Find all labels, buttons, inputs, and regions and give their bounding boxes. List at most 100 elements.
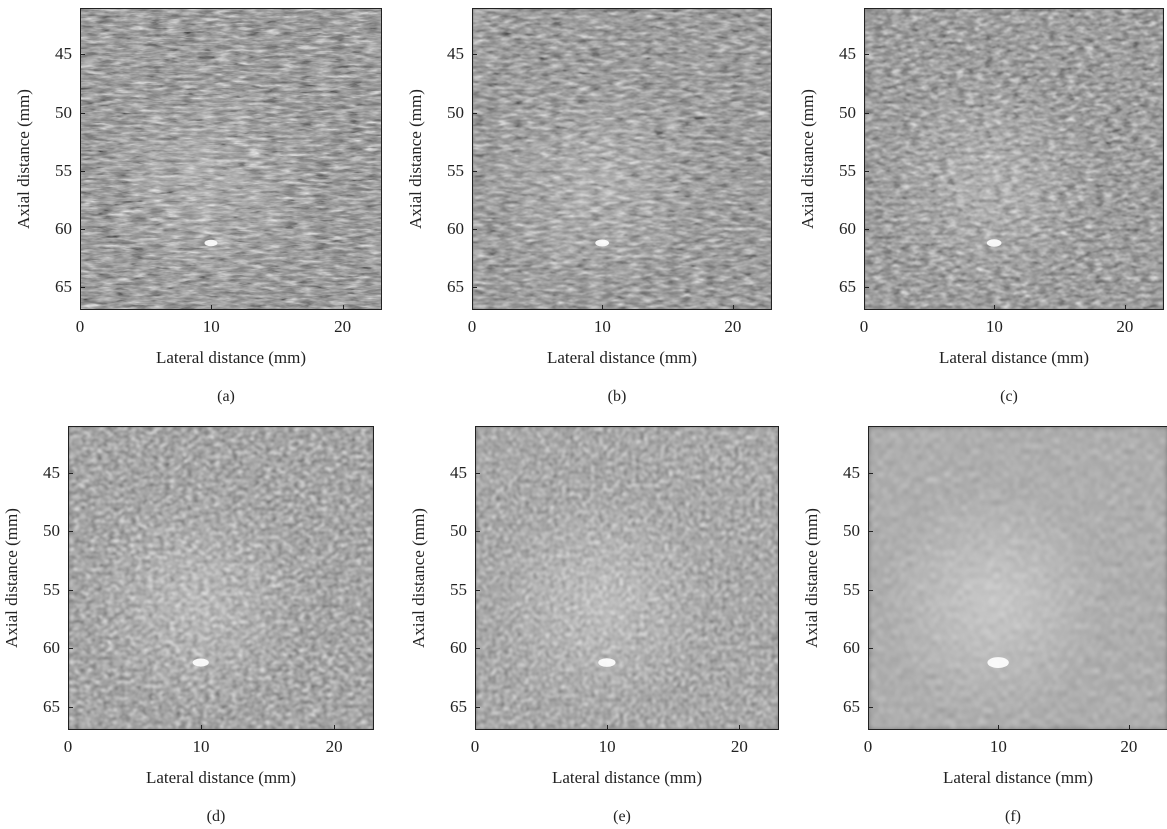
panel-caption-d: (d): [206, 808, 226, 825]
x-tick-mark: [475, 725, 476, 730]
y-tick-mark: [472, 286, 477, 288]
x-tick-mark: [1124, 305, 1126, 310]
y-tick-label: 45: [839, 44, 856, 64]
x-tick-label: 20: [724, 317, 742, 336]
x-tick-mark: [994, 305, 996, 310]
y-tick-mark: [80, 286, 85, 288]
y-tick-label: 45: [447, 44, 464, 64]
y-tick-mark: [864, 54, 869, 56]
x-tick-label: 0: [859, 317, 869, 336]
y-tick-mark: [68, 589, 73, 591]
y-tick-mark: [68, 531, 73, 533]
panel-caption-f: (f): [1005, 808, 1021, 825]
y-tick-mark: [80, 112, 85, 114]
y-tick-label: 45: [43, 462, 60, 482]
y-tick-mark: [868, 648, 873, 650]
y-tick-label: 50: [843, 521, 860, 541]
y-tick-label: 65: [843, 696, 860, 716]
x-axis-label: Lateral distance (mm): [551, 768, 703, 787]
panel-caption-b: (b): [607, 388, 627, 405]
y-tick-label: 65: [839, 276, 856, 296]
ultrasound-image-c: [864, 8, 1164, 310]
y-tick-mark: [864, 286, 869, 288]
x-tick-mark: [1128, 725, 1130, 730]
x-tick-label: 0: [470, 737, 480, 756]
x-tick-label: 0: [467, 317, 477, 336]
ultrasound-image-b: [472, 8, 772, 310]
panel-caption-c: (c): [1000, 388, 1018, 405]
x-tick-mark: [68, 725, 69, 730]
x-tick-label: 20: [1120, 737, 1138, 756]
x-tick-mark: [998, 725, 1000, 730]
y-tick-mark: [68, 472, 73, 474]
x-tick-label: 0: [63, 737, 73, 756]
x-tick-mark: [732, 305, 734, 310]
x-axis-label: Lateral distance (mm): [546, 348, 698, 367]
y-tick-mark: [68, 706, 73, 708]
y-tick-label: 55: [447, 160, 464, 180]
y-tick-label: 55: [843, 579, 860, 599]
y-tick-mark: [80, 228, 85, 230]
ultrasound-image-e: [475, 426, 779, 730]
x-axis-label: Lateral distance (mm): [145, 768, 297, 787]
y-tick-label: 60: [55, 218, 72, 238]
y-tick-label: 65: [43, 696, 60, 716]
y-tick-label: 45: [55, 44, 72, 64]
y-tick-label: 55: [43, 579, 60, 599]
y-tick-label: 65: [447, 276, 464, 296]
x-tick-label: 20: [1116, 317, 1134, 336]
y-tick-mark: [475, 648, 480, 650]
x-tick-mark: [739, 725, 741, 730]
y-tick-mark: [864, 228, 869, 230]
y-tick-label: 50: [450, 521, 467, 541]
y-tick-label: 45: [843, 462, 860, 482]
x-tick-label: 20: [334, 317, 352, 336]
panel-caption-a: (a): [217, 388, 235, 405]
y-tick-mark: [68, 648, 73, 650]
y-tick-mark: [864, 170, 869, 172]
x-tick-label: 10: [192, 737, 210, 756]
y-tick-mark: [80, 170, 85, 172]
x-tick-label: 10: [202, 317, 220, 336]
ultrasound-image-a: [80, 8, 382, 310]
x-tick-label: 0: [863, 737, 873, 756]
y-tick-label: 60: [447, 218, 464, 238]
y-tick-mark: [472, 54, 477, 56]
y-tick-label: 60: [843, 638, 860, 658]
y-axis-label: Axial distance (mm): [406, 89, 425, 229]
y-tick-label: 50: [55, 102, 72, 122]
x-tick-label: 10: [985, 317, 1003, 336]
y-tick-label: 65: [450, 696, 467, 716]
x-tick-mark: [334, 725, 336, 730]
x-tick-label: 20: [730, 737, 748, 756]
x-tick-mark: [602, 305, 604, 310]
y-tick-label: 45: [450, 462, 467, 482]
y-tick-label: 60: [43, 638, 60, 658]
x-tick-label: 10: [989, 737, 1007, 756]
y-tick-mark: [475, 531, 480, 533]
x-tick-mark: [211, 305, 213, 310]
y-axis-label: Axial distance (mm): [409, 508, 428, 648]
x-tick-mark: [80, 305, 81, 310]
y-axis-label: Axial distance (mm): [798, 89, 817, 229]
y-tick-mark: [472, 228, 477, 230]
ultrasound-image-d: [68, 426, 374, 730]
y-tick-mark: [868, 472, 873, 474]
y-tick-mark: [475, 472, 480, 474]
x-tick-mark: [864, 305, 865, 310]
y-tick-mark: [472, 112, 477, 114]
y-tick-label: 60: [839, 218, 856, 238]
x-tick-mark: [868, 725, 869, 730]
y-tick-mark: [475, 706, 480, 708]
panel-caption-e: (e): [613, 808, 631, 825]
y-tick-mark: [475, 589, 480, 591]
x-tick-mark: [342, 305, 344, 310]
y-tick-mark: [868, 706, 873, 708]
y-axis-label: Axial distance (mm): [802, 508, 821, 648]
y-tick-label: 50: [839, 102, 856, 122]
x-tick-label: 20: [325, 737, 343, 756]
y-tick-mark: [868, 531, 873, 533]
y-tick-label: 55: [450, 579, 467, 599]
x-axis-label: Lateral distance (mm): [942, 768, 1094, 787]
y-axis-label: Axial distance (mm): [2, 508, 21, 648]
